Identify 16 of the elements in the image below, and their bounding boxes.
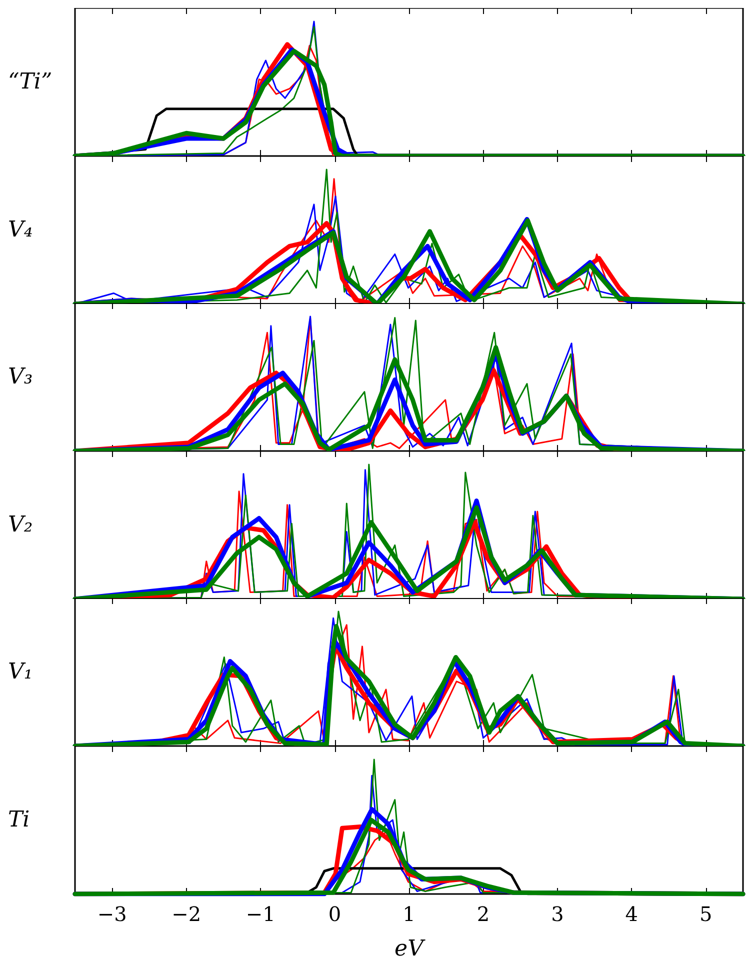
x-tick-label: 3 [551,902,564,926]
y-axis-title: Ti [8,807,30,832]
x-tick-label: 1 [402,902,416,926]
y-axis-title: V₃ [8,364,33,390]
x-tick-label: 0 [328,902,342,926]
x-tick-label: −2 [172,902,202,926]
x-tick-label: −3 [97,902,127,926]
x-axis-title: eV [394,936,426,961]
x-tick-label: 5 [700,902,712,926]
x-tick-label: 2 [476,902,490,926]
x-tick-label: 4 [625,902,638,926]
y-axis-title: V₄ [8,217,33,242]
y-axis-title: V₂ [8,512,33,537]
y-axis-title: V₁ [8,660,33,684]
y-axis-title: “Ti” [8,70,52,94]
x-tick-label: −1 [246,902,276,926]
